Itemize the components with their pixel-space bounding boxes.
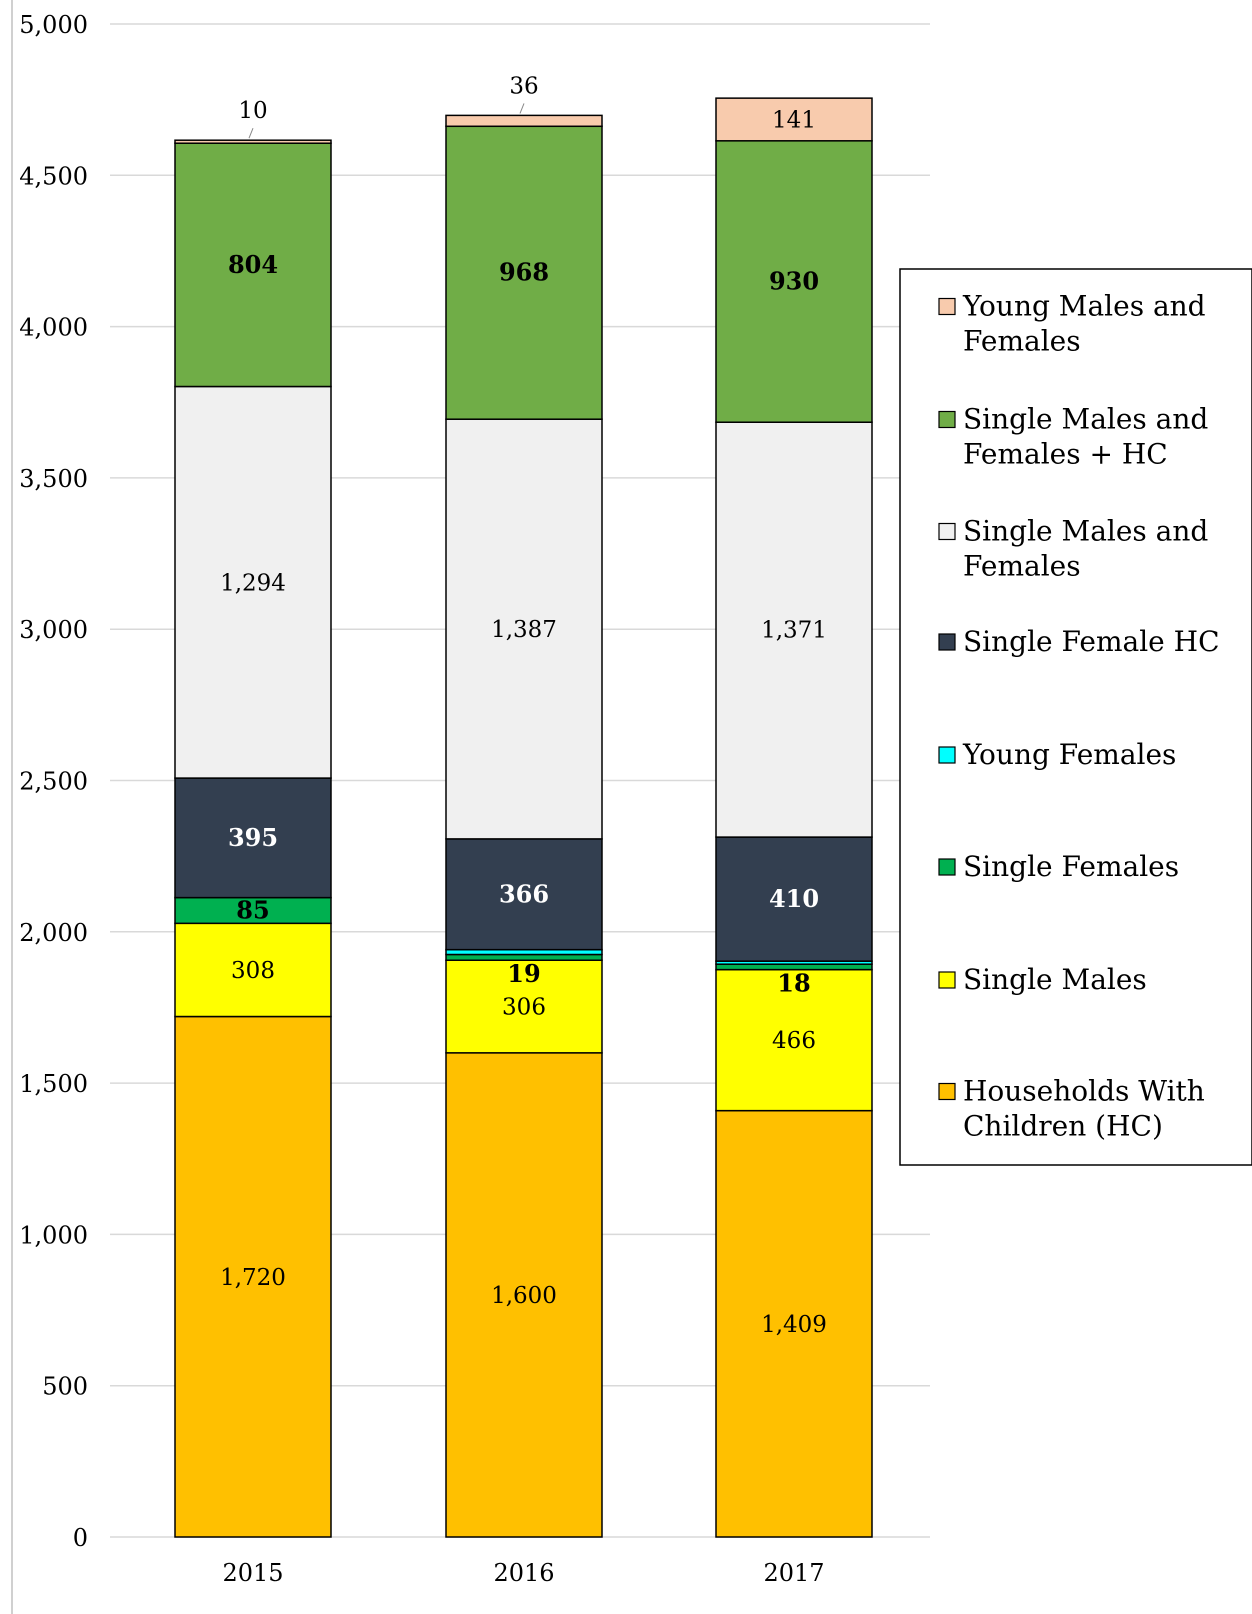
bar-segment [715, 421, 873, 838]
data-label: 1,387 [491, 617, 557, 643]
bar-segment [445, 125, 603, 420]
legend-label: Females [963, 550, 1081, 583]
data-label: 968 [499, 258, 549, 287]
legend-label: Single Males and [963, 403, 1208, 436]
x-tick-label: 2015 [222, 1559, 283, 1587]
y-tick-label: 3,500 [19, 465, 88, 493]
y-axis-ticks: 0 500 1,000 1,500 2,000 2,500 3,000 3,500 4,000 4… [19, 11, 88, 1552]
data-label: 1,409 [761, 1312, 827, 1338]
bar-segment [445, 959, 603, 1054]
x-tick-label: 2016 [493, 1559, 554, 1587]
data-label: 395 [228, 823, 278, 852]
legend-swatch [938, 1082, 956, 1101]
bars: 1,720 308 85 395 1,294 804 10 1,600 306 19 366 1,38… [174, 73, 873, 1538]
legend-entry: Young Females [938, 738, 1176, 771]
legend-swatch [938, 858, 956, 876]
legend-label: Young Females [962, 738, 1176, 771]
legend-label: Single Males and [963, 515, 1208, 548]
y-tick-label: 4,500 [19, 162, 88, 190]
y-tick-label: 5,000 [19, 11, 88, 39]
bar-segment [715, 97, 873, 142]
legend-swatch [938, 633, 956, 651]
bar-segment [445, 838, 603, 951]
legend-entry: Single Female HC [938, 625, 1220, 658]
legend-label: Single Female HC [963, 625, 1220, 658]
legend-swatch [938, 971, 956, 989]
legend-label: Young Males and [962, 290, 1206, 323]
legend-label: Females [963, 325, 1081, 358]
data-label: 306 [502, 995, 546, 1021]
legend-swatch [938, 746, 956, 764]
bar-segment [174, 142, 332, 388]
legend-swatch [938, 297, 956, 316]
y-tick-label: 4,000 [19, 314, 88, 342]
data-label: 36 [509, 73, 538, 99]
data-label: 308 [231, 958, 275, 984]
leader-line [519, 103, 525, 114]
data-label: 366 [499, 879, 549, 908]
data-label: 1,294 [220, 570, 286, 596]
x-tick-label: 2017 [763, 1559, 824, 1587]
bar-segment [174, 139, 332, 144]
data-label: 930 [769, 267, 819, 296]
bar-segment [445, 1052, 603, 1538]
bar-segment [445, 418, 603, 840]
bar-segment [715, 1109, 873, 1538]
data-label: 1,371 [761, 618, 827, 644]
legend-swatch [938, 522, 956, 541]
data-label: 19 [507, 959, 540, 988]
x-axis-ticks: 2015 2016 2017 [222, 1559, 824, 1587]
y-tick-label: 0 [73, 1524, 88, 1552]
y-tick-label: 2,000 [19, 919, 88, 947]
y-tick-label: 1,000 [19, 1221, 88, 1249]
legend-swatch [938, 410, 956, 429]
legend-label: Single Females [963, 850, 1179, 883]
data-label: 10 [238, 98, 267, 124]
data-label: 804 [228, 250, 278, 279]
data-label: 466 [772, 1028, 816, 1054]
legend-label: Single Males [963, 963, 1147, 996]
legend-entry: Single Females [938, 850, 1179, 883]
bar-segment [445, 114, 603, 128]
y-tick-label: 3,000 [19, 616, 88, 644]
data-label: 1,600 [491, 1283, 557, 1309]
y-tick-label: 1,500 [19, 1070, 88, 1098]
legend-label: Households With [963, 1075, 1205, 1108]
legend-box [899, 268, 1252, 1166]
y-tick-label: 500 [42, 1373, 88, 1401]
legend-label: Females + HC [963, 438, 1168, 471]
data-label: 410 [769, 884, 819, 913]
bar-segment [174, 1015, 332, 1538]
data-label: 18 [777, 969, 810, 998]
legend-entry: Single Males [938, 963, 1147, 996]
data-label: 85 [236, 895, 269, 924]
y-tick-label: 2,500 [19, 768, 88, 796]
bar-segment [174, 385, 332, 779]
data-label: 1,720 [220, 1265, 286, 1291]
leader-line [248, 128, 254, 139]
data-label: 141 [772, 107, 816, 133]
legend-label: Children (HC) [963, 1110, 1163, 1143]
bar-segment [715, 836, 873, 962]
